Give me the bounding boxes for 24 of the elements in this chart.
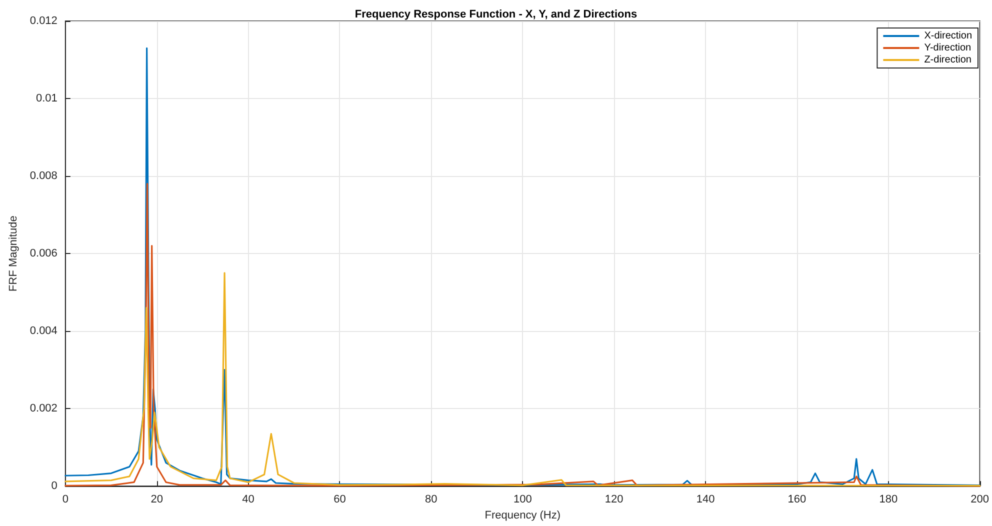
x-tick-label: 0 [62, 494, 68, 506]
x-tick-label: 160 [788, 494, 806, 506]
y-tick-label: 0.01 [36, 92, 58, 105]
y-tick-label: 0.012 [30, 15, 58, 27]
y-tick-label: 0 [51, 480, 58, 492]
x-tick-label: 100 [513, 494, 532, 506]
y-tick-label: 0.006 [30, 248, 58, 260]
x-axis-title: Frequency (Hz) [484, 510, 561, 522]
chart-title: Frequency Response Function - X, Y, and Z Directions [354, 8, 638, 20]
y-tick-label: 0.002 [30, 402, 58, 415]
x-tick-label: 60 [334, 494, 346, 506]
y-tick-label: 0.004 [30, 325, 58, 338]
legend-label: Z-direction [924, 54, 972, 66]
x-tick-label: 180 [879, 494, 898, 506]
y-axis-title: FRF Magnitude [8, 216, 20, 292]
x-tick-label: 20 [150, 494, 163, 506]
x-tick-label: 40 [242, 494, 254, 506]
x-tick-label: 120 [604, 494, 624, 506]
x-tick-label: 80 [425, 494, 438, 506]
legend-label: Y-direction [924, 42, 972, 54]
x-tick-label: 140 [696, 494, 715, 506]
y-tick-label: 0.008 [30, 170, 58, 182]
x-tick-label: 200 [970, 494, 990, 506]
legend-label: X-direction [924, 30, 972, 42]
